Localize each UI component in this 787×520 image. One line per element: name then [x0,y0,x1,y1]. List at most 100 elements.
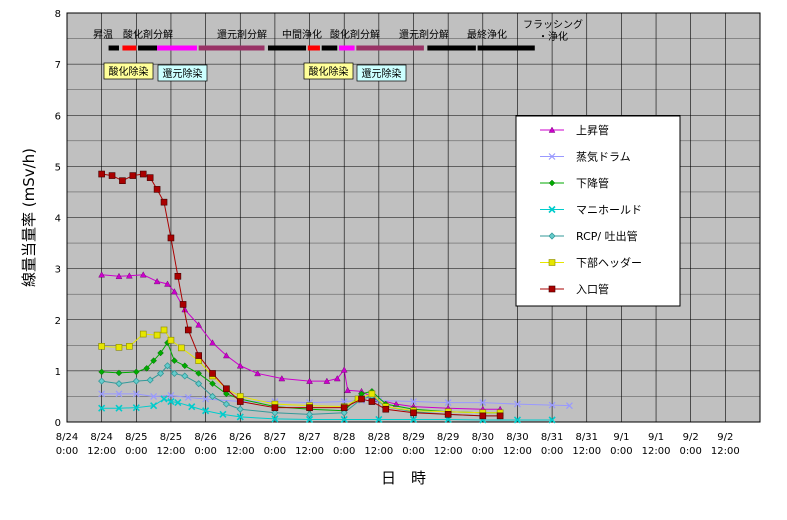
data-point [236,405,244,413]
data-point [219,410,227,418]
y-tick-label: 8 [55,9,61,20]
data-point [174,272,182,280]
legend-item: 下部ヘッダー [540,256,642,270]
data-point [410,398,417,405]
phase-bar [427,45,476,51]
x-tick-date: 8/24 [56,432,78,443]
legend-item: マニホールド [540,204,642,217]
data-point [98,404,106,412]
data-point [236,413,244,421]
legend-box [515,115,681,307]
plot-border [66,12,761,423]
data-point [188,403,196,411]
data-point [139,330,147,338]
data-point [209,380,216,387]
data-point [167,336,175,344]
phase-box-label: 還元除染 [362,67,402,80]
data-point [479,412,487,420]
legend-label: 上昇管 [576,123,609,137]
y-tick-label: 1 [55,367,61,378]
phase-label: 昇温 [93,29,113,41]
phase-bar [339,45,355,51]
data-point [566,402,573,410]
legend-swatch-marker [548,179,556,187]
data-point [98,368,105,376]
data-point [496,412,504,420]
data-point [153,331,161,339]
x-tick-date: 8/31 [541,432,563,443]
phase-bar [198,45,265,51]
data-point [271,415,279,423]
data-point [444,411,452,418]
phase-bar [356,45,424,51]
phase-box [303,62,354,80]
phase-label: 最終浄化 [467,28,507,41]
data-point [98,377,106,385]
data-point [179,301,187,308]
legend-swatch-marker [548,232,556,240]
legend-label: マニホールド [576,204,642,217]
x-tick-time: 0:00 [610,446,632,457]
x-tick-time: 12:00 [295,446,324,457]
legend-swatch-marker [548,126,556,133]
data-point [184,394,192,401]
phase-label: フラッシング [523,18,583,31]
x-axis-title: 日 時 [381,469,426,487]
x-tick-date: 8/31 [576,432,598,443]
phase-bar [321,45,338,51]
y-tick-label: 2 [55,316,61,327]
data-point [306,377,313,384]
data-point [306,404,313,411]
x-tick-time: 12:00 [642,446,671,457]
x-tick-date: 8/30 [472,432,494,443]
x-tick-date: 9/1 [648,432,664,443]
x-tick-date: 8/27 [264,432,286,443]
data-point [150,393,158,400]
data-point [344,386,352,394]
data-point [119,177,126,184]
phase-bar [122,45,137,51]
legend-label: 下部ヘッダー [576,256,642,270]
data-point [181,372,189,380]
data-point [278,375,286,382]
data-point [170,369,178,377]
x-tick-date: 9/2 [683,432,699,443]
data-point [139,170,147,178]
phase-box [103,62,154,80]
data-point [202,407,210,415]
data-point [115,380,123,388]
data-point [195,321,203,328]
y-axis-title: 線量当量率 (mSv/h) [20,148,38,287]
data-point [160,198,168,206]
legend-label: RCP/ 吐出管 [576,229,638,243]
data-point [333,375,341,382]
x-axis-ticks: 8/24 0:00 8/24 12:00 8/25 0:00 8/25 12:00 8/26 0:… [56,432,740,457]
phase-annotations: 昇温 酸化剤分解 還元剤分解 中間浄化 酸化剤分解 還元剤分解 最終浄化フラッシング・浄化酸… [93,18,583,82]
phase-label: 酸化剤分解 [123,28,173,41]
data-point [236,362,244,369]
data-point [150,357,157,364]
data-point [171,357,178,364]
data-point [223,385,230,393]
data-point [410,409,417,417]
data-point [115,404,123,412]
data-point [129,172,137,179]
x-tick-date: 8/30 [506,432,528,443]
y-axis-ticks: 0 1 2 3 4 5 6 7 8 [55,9,61,429]
legend-item: 上昇管 [540,123,609,137]
phase-label: 還元剤分解 [399,28,449,41]
x-tick-date: 8/27 [298,432,320,443]
x-tick-date: 8/26 [229,432,251,443]
phase-box-label: 酸化除染 [109,65,149,78]
data-point [143,365,150,372]
phase-bar [267,45,307,51]
x-tick-time: 0:00 [125,446,147,457]
data-point [163,362,172,370]
data-point [444,399,452,406]
x-tick-date: 8/25 [125,432,147,443]
x-tick-time: 0:00 [194,446,216,457]
phase-label: 酸化剤分解 [330,28,380,41]
data-point [358,395,365,403]
y-tick-label: 5 [55,162,61,173]
data-point [115,272,123,279]
